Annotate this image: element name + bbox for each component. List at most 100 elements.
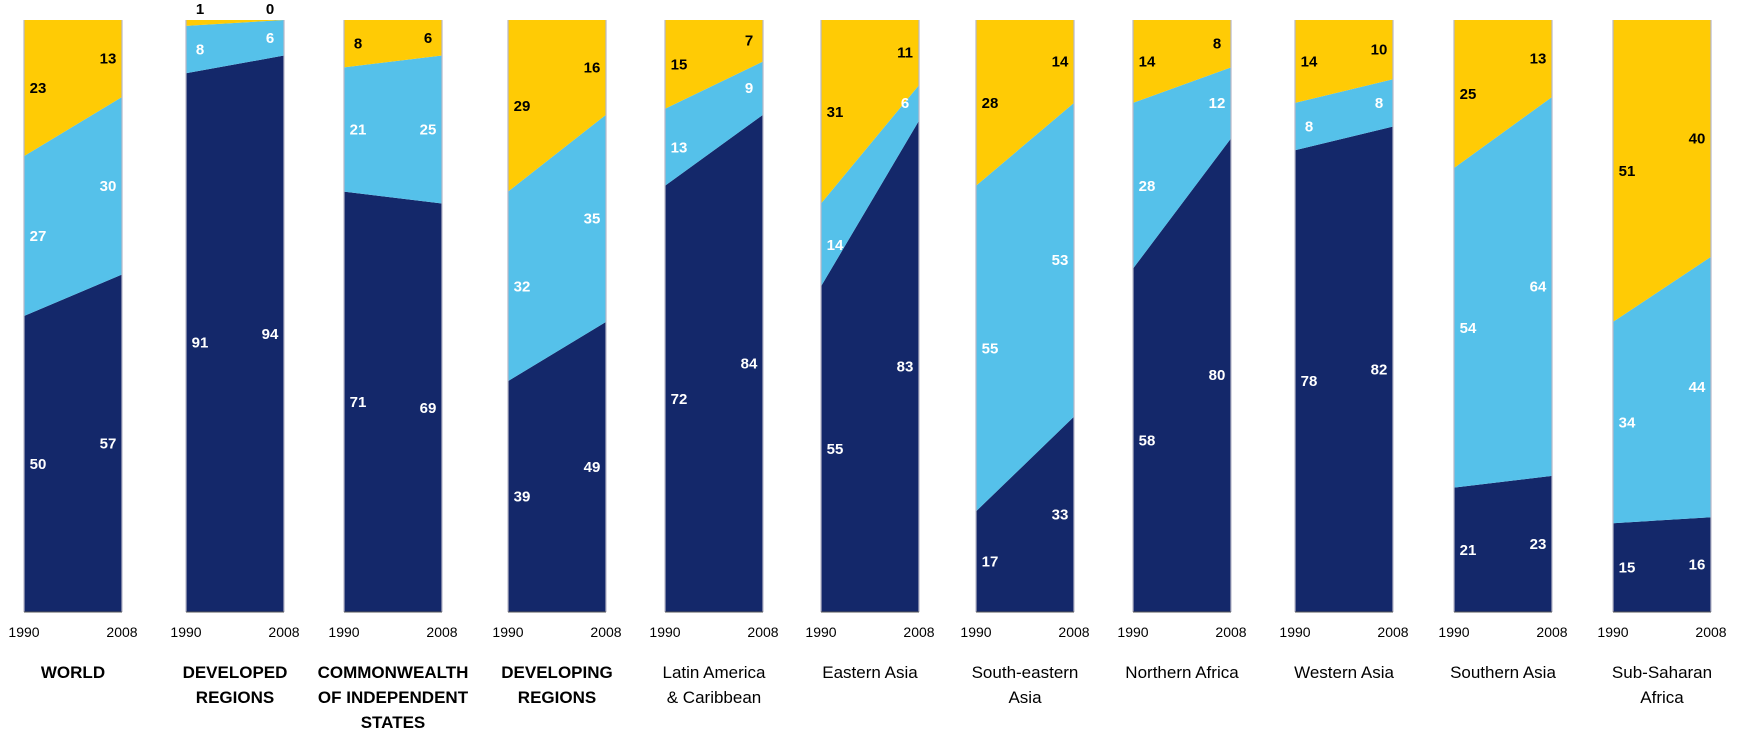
panel-8-middle-area xyxy=(1295,79,1393,151)
panel-1-top-area xyxy=(186,20,284,26)
panel-4-top-area xyxy=(665,20,763,109)
panel-4-middle-area xyxy=(665,61,763,186)
x-tick-1990: 1990 xyxy=(1597,624,1628,640)
panel-1-middle-area xyxy=(186,20,284,74)
data-label-start-1990-bottom-area: 71 xyxy=(350,394,367,411)
panel-title-line: South-eastern xyxy=(972,663,1079,682)
panel-9-top-area xyxy=(1454,20,1552,168)
data-label-start-1990-top-area: 25 xyxy=(1460,86,1477,103)
x-tick-1990: 1990 xyxy=(328,624,359,640)
data-label-end-2008-top-area: 7 xyxy=(745,33,753,50)
x-tick-1990: 1990 xyxy=(805,624,836,640)
data-label-start-1990-middle-area: 13 xyxy=(671,139,688,156)
panel-1-bottom-area xyxy=(186,55,284,612)
x-tick-2008: 2008 xyxy=(1215,624,1246,640)
panel-title-line: WORLD xyxy=(41,663,105,682)
panel-title-line: STATES xyxy=(361,713,426,730)
panel-9-bottom-area xyxy=(1454,475,1552,612)
panel-title-line: REGIONS xyxy=(196,688,274,707)
panel-9-middle-area xyxy=(1454,96,1552,488)
data-label-end-2008-bottom-area: 23 xyxy=(1530,536,1547,553)
panel-3: 39 32 29 49 35 16 1990 2008 DEVELOPING REGIONS xyxy=(492,20,622,707)
x-tick-2008: 2008 xyxy=(1695,624,1726,640)
panel-4: 72 13 15 84 9 7 1990 2008 Latin America & Caribbe… xyxy=(649,20,779,707)
data-label-end-2008-middle-area: 6 xyxy=(901,95,909,112)
panel-2-bottom-area xyxy=(344,191,442,612)
panel-title-line: Latin America xyxy=(663,663,767,682)
panel-7-bottom-area xyxy=(1133,138,1231,612)
data-label-start-1990-top-area: 29 xyxy=(514,98,531,115)
panel-4-bottom-area xyxy=(665,114,763,612)
panel-title-line: DEVELOPING xyxy=(501,663,612,682)
x-tick-2008: 2008 xyxy=(1536,624,1567,640)
x-tick-2008: 2008 xyxy=(590,624,621,640)
data-label-end-2008-bottom-area: 16 xyxy=(1689,557,1706,574)
data-label-start-1990-bottom-area: 91 xyxy=(192,335,209,352)
data-label-start-1990-top-area: 1 xyxy=(196,1,204,18)
data-label-start-1990-top-area: 51 xyxy=(1619,163,1636,180)
data-label-end-2008-middle-area: 35 xyxy=(584,210,601,227)
data-label-start-1990-middle-area: 28 xyxy=(1139,178,1156,195)
x-tick-2008: 2008 xyxy=(903,624,934,640)
data-label-start-1990-bottom-area: 15 xyxy=(1619,560,1636,577)
panel-title-line: Sub-Saharan xyxy=(1612,663,1712,682)
panel-5-middle-area xyxy=(821,85,919,287)
data-label-end-2008-middle-area: 25 xyxy=(420,122,437,139)
data-label-end-2008-middle-area: 53 xyxy=(1052,252,1069,269)
panel-3-top-area xyxy=(508,20,606,192)
panel-6-bottom-area xyxy=(976,416,1074,612)
panel-title-line: Southern Asia xyxy=(1450,663,1556,682)
panel-7-middle-area xyxy=(1133,67,1231,269)
panel-title-line: & Caribbean xyxy=(667,688,762,707)
data-label-end-2008-middle-area: 30 xyxy=(100,178,117,195)
data-label-start-1990-middle-area: 34 xyxy=(1619,415,1636,432)
data-label-start-1990-bottom-area: 50 xyxy=(30,456,47,473)
x-tick-2008: 2008 xyxy=(268,624,299,640)
data-label-end-2008-top-area: 40 xyxy=(1689,130,1706,147)
panel-2-middle-area xyxy=(344,55,442,204)
panel-title-line: COMMONWEALTH xyxy=(318,663,469,682)
x-tick-2008: 2008 xyxy=(1377,624,1408,640)
x-tick-1990: 1990 xyxy=(960,624,991,640)
data-label-start-1990-top-area: 8 xyxy=(354,36,362,53)
panel-title-line: REGIONS xyxy=(518,688,596,707)
data-label-end-2008-middle-area: 64 xyxy=(1530,278,1547,295)
data-label-end-2008-bottom-area: 69 xyxy=(420,400,437,417)
data-label-start-1990-bottom-area: 39 xyxy=(514,489,531,506)
x-tick-1990: 1990 xyxy=(492,624,523,640)
data-label-start-1990-middle-area: 21 xyxy=(350,122,367,139)
data-label-end-2008-top-area: 0 xyxy=(266,1,274,18)
panel-6-top-area xyxy=(976,20,1074,186)
x-tick-1990: 1990 xyxy=(1438,624,1469,640)
x-tick-1990: 1990 xyxy=(1117,624,1148,640)
data-label-start-1990-top-area: 28 xyxy=(982,95,999,112)
data-label-start-1990-top-area: 14 xyxy=(1139,53,1156,70)
x-tick-2008: 2008 xyxy=(747,624,778,640)
data-label-end-2008-bottom-area: 80 xyxy=(1209,367,1226,384)
panel-title-line: Asia xyxy=(1008,688,1042,707)
data-label-start-1990-top-area: 23 xyxy=(30,80,47,97)
x-tick-2008: 2008 xyxy=(426,624,457,640)
data-label-start-1990-top-area: 31 xyxy=(827,104,844,121)
panel-title-line: Western Asia xyxy=(1294,663,1394,682)
x-tick-1990: 1990 xyxy=(170,624,201,640)
x-tick-2008: 2008 xyxy=(106,624,137,640)
panel-0-middle-area xyxy=(24,96,122,317)
panel-0-bottom-area xyxy=(24,274,122,612)
data-label-start-1990-bottom-area: 17 xyxy=(982,554,999,571)
data-label-end-2008-top-area: 13 xyxy=(100,50,117,67)
panel-6: 17 55 28 33 53 14 1990 2008 South-eastern Asia xyxy=(960,20,1090,707)
data-label-start-1990-bottom-area: 55 xyxy=(827,441,844,458)
data-label-end-2008-bottom-area: 33 xyxy=(1052,506,1069,523)
panel-8-top-area xyxy=(1295,20,1393,103)
panel-0-top-area xyxy=(24,20,122,157)
x-tick-1990: 1990 xyxy=(1279,624,1310,640)
panel-5: 55 14 31 83 6 11 1990 2008 Eastern Asia xyxy=(805,20,935,682)
panel-title-line: DEVELOPED xyxy=(183,663,288,682)
data-label-end-2008-top-area: 13 xyxy=(1530,50,1547,67)
data-label-end-2008-bottom-area: 94 xyxy=(262,326,279,343)
panel-3-middle-area xyxy=(508,114,606,382)
data-label-start-1990-top-area: 14 xyxy=(1301,53,1318,70)
panel-2: 71 21 8 69 25 6 1990 2008 COMMONWEALTH OF INDEPEN… xyxy=(318,20,469,730)
